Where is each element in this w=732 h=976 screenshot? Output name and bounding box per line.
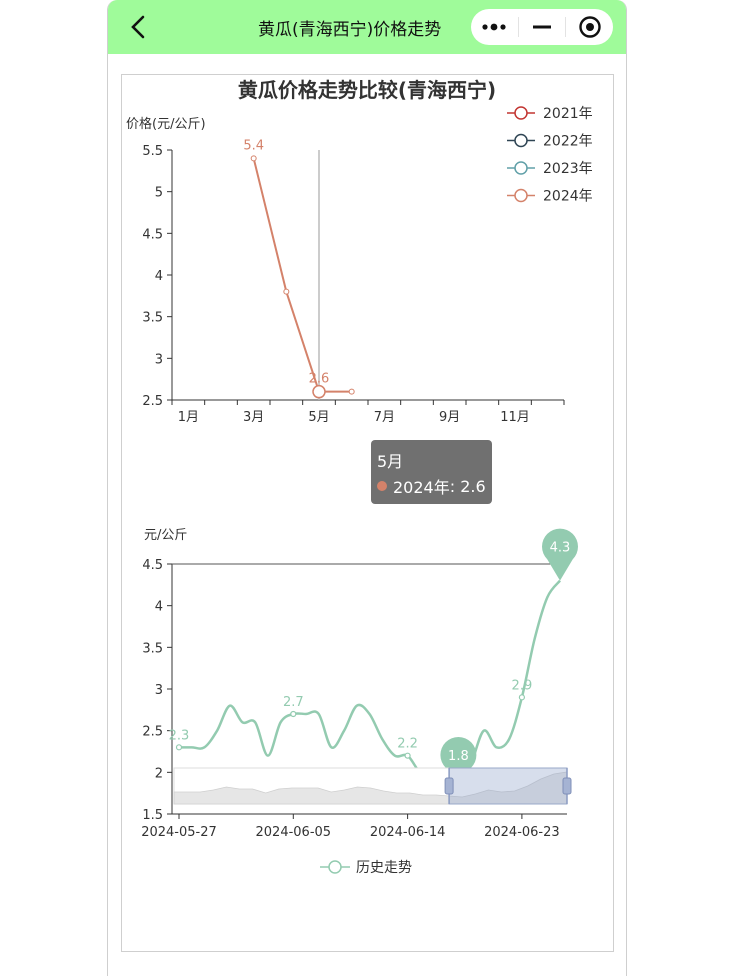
data-zoom-slider[interactable]	[173, 767, 572, 805]
y-tick-label: 4	[155, 600, 163, 615]
y-tick-label: 4.5	[142, 227, 163, 242]
max-value-label: 4.3	[550, 541, 571, 556]
y-tick-label: 2	[155, 766, 163, 781]
legend-symbol	[328, 860, 342, 874]
x-tick-label: 2024-06-14	[370, 825, 446, 840]
back-button[interactable]	[122, 10, 156, 44]
capsule-divider	[565, 17, 567, 37]
data-point	[250, 155, 257, 162]
series-line-history	[179, 579, 561, 791]
chart-title: 黄瓜价格走势比较(青海西宁)	[238, 78, 496, 102]
y-tick-label: 5.5	[142, 144, 163, 159]
data-point	[518, 694, 525, 701]
y-tick-label: 4	[155, 269, 163, 284]
data-label: 2.9	[512, 678, 533, 693]
y-tick-label: 3.5	[142, 641, 163, 656]
minus-icon	[533, 25, 551, 29]
data-label: 2.7	[283, 695, 304, 710]
max-value-pin	[542, 528, 578, 581]
zoom-handle-grip	[562, 777, 572, 795]
close-button[interactable]	[566, 9, 613, 45]
x-tick-label: 9月	[439, 410, 460, 425]
data-point	[312, 384, 326, 399]
tooltip-series-name: 2024年	[393, 478, 450, 497]
tooltip-value: 2.6	[460, 476, 486, 496]
series-layer: 2.3 2.7 2.2 2.9 4.3 1.8	[169, 528, 578, 791]
y-tick-label: 2.5	[142, 394, 163, 409]
legend-label: 历史走势	[356, 860, 412, 876]
y-tick-label: 3	[155, 683, 163, 698]
x-tick-label: 3月	[243, 410, 264, 425]
legend-label: 2024年	[543, 189, 593, 205]
zoom-selection	[448, 767, 568, 805]
data-point	[404, 752, 411, 759]
tooltip-series-dot	[377, 481, 387, 491]
data-label: 2.2	[397, 737, 418, 752]
data-point	[283, 288, 290, 295]
y-axis-label: 元/公斤	[144, 528, 187, 543]
chart-card: 黄瓜价格走势比较(青海西宁) 价格(元/公斤) 2021年 2022年 2023年 2…	[121, 74, 614, 952]
x-tick-label: 2024-06-23	[484, 825, 560, 840]
price-comparison-chart[interactable]: 黄瓜价格走势比较(青海西宁) 价格(元/公斤) 2021年2022年2023年2…	[122, 75, 613, 445]
chart-tooltip: 5月 2024年 : 2.6	[371, 440, 492, 504]
target-circle-icon	[578, 16, 601, 38]
desktop-background	[0, 0, 107, 976]
legend-symbol	[514, 188, 528, 203]
navigation-bar: 黄瓜(青海西宁)价格走势	[108, 0, 626, 54]
page-title: 黄瓜(青海西宁)价格走势	[258, 20, 442, 39]
y-tick-label: 3.5	[142, 311, 163, 326]
chevron-left-icon	[131, 15, 145, 39]
tooltip-row: 2024年 : 2.6	[377, 474, 486, 498]
tooltip-title: 5月	[377, 452, 404, 471]
data-label: 2.3	[169, 728, 190, 743]
zoom-preview-area	[173, 771, 568, 805]
more-dots-icon	[482, 23, 506, 31]
legend-label: 2022年	[543, 134, 593, 150]
min-value-label: 1.8	[448, 749, 469, 764]
legend: 2021年 2022年 2023年 2024年	[507, 106, 593, 205]
minimize-button[interactable]	[519, 9, 566, 45]
series-layer: 5.4 2.6	[243, 138, 355, 399]
data-label: 5.4	[243, 138, 264, 153]
x-tick-label: 5月	[308, 410, 329, 425]
page-content: 黄瓜价格走势比较(青海西宁) 价格(元/公斤) 2021年 2022年 2023年 2…	[108, 54, 626, 976]
y-tick-label: 1.5	[142, 808, 163, 823]
axes: 1.5 2 2.5 3 3.5 4 4.5 2024-05-27 2024-06-05 2024-…	[141, 558, 567, 840]
y-tick-label: 4.5	[142, 558, 163, 573]
capsule-divider	[517, 17, 519, 37]
more-button[interactable]	[471, 9, 518, 45]
legend-symbol	[514, 106, 528, 120]
y-axis-label: 价格(元/公斤)	[126, 116, 206, 132]
tooltip-separator: :	[449, 476, 461, 496]
zoom-handle-grip	[444, 777, 454, 795]
data-point	[290, 710, 297, 718]
min-value-pin	[440, 736, 477, 789]
legend: 历史走势	[320, 860, 412, 876]
zoom-handle-start[interactable]	[444, 768, 454, 804]
axes: 2.5 3 3.5 4 4.5 5 5.5 1月 3月 5月 7月 9月 11月	[142, 144, 565, 425]
y-tick-label: 3	[155, 352, 163, 367]
zoom-handle-end[interactable]	[562, 768, 572, 804]
x-tick-label: 2024-05-27	[141, 825, 217, 840]
legend-label: 2023年	[543, 161, 593, 177]
data-point	[175, 744, 183, 751]
y-tick-label: 5	[155, 186, 163, 201]
y-tick-label: 2.5	[142, 725, 163, 740]
x-tick-label: 2024-06-05	[256, 825, 332, 840]
x-tick-label: 11月	[500, 410, 530, 425]
capsule-menu	[471, 9, 613, 45]
data-point	[348, 388, 355, 395]
data-label: 2.6	[309, 372, 330, 387]
history-trend-chart[interactable]: 元/公斤 1.5 2 2.5 3 3.5 4 4.5 2024-05-27 2024-06-05…	[122, 505, 613, 945]
legend-symbol	[514, 133, 528, 148]
miniprogram-window: 黄瓜(青海西宁)价格走势	[107, 0, 627, 976]
legend-label: 2021年	[543, 106, 593, 122]
series-line-2024年	[252, 158, 352, 393]
x-tick-label: 1月	[178, 410, 199, 425]
x-tick-label: 7月	[374, 410, 395, 425]
legend-symbol	[514, 161, 528, 175]
